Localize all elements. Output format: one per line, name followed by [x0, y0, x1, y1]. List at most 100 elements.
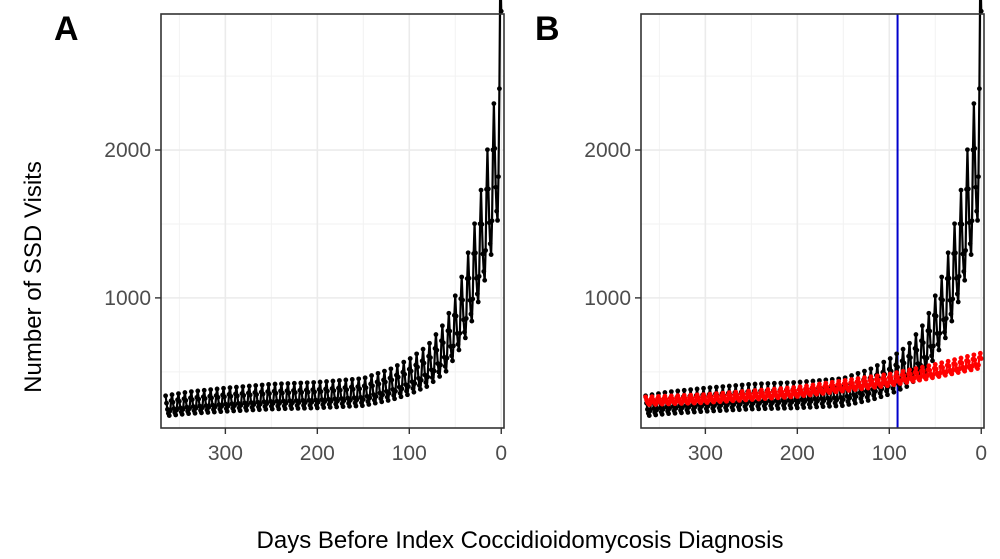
data-point	[930, 358, 935, 364]
data-point	[465, 250, 471, 256]
data-point	[946, 275, 952, 281]
data-point	[491, 101, 497, 106]
data-point	[370, 383, 375, 389]
data-point	[324, 379, 329, 384]
data-point	[254, 392, 260, 397]
data-point	[470, 296, 476, 302]
data-point	[933, 313, 939, 319]
data-point	[919, 323, 925, 329]
data-point	[846, 402, 852, 407]
data-point	[950, 368, 956, 374]
data-point	[900, 368, 906, 374]
data-point	[926, 363, 932, 369]
data-point	[282, 406, 288, 412]
data-point	[410, 386, 416, 391]
y-tick-label: 2000	[104, 139, 151, 162]
data-point	[969, 364, 975, 369]
data-point	[926, 310, 932, 316]
data-point	[945, 358, 951, 364]
data-point	[868, 366, 874, 372]
data-point	[401, 359, 407, 365]
data-point	[423, 380, 429, 385]
data-point	[250, 407, 256, 413]
data-point	[865, 398, 871, 403]
data-point	[264, 401, 270, 407]
data-point	[757, 394, 763, 400]
data-point	[955, 299, 961, 305]
data-point	[394, 363, 400, 368]
data-point	[380, 392, 386, 398]
data-point	[369, 373, 374, 378]
y-tick-label: 1000	[584, 287, 631, 310]
data-point	[881, 372, 887, 378]
data-point	[817, 378, 822, 383]
data-point	[879, 381, 885, 387]
data-point	[436, 369, 442, 375]
data-point	[246, 383, 252, 389]
data-point	[662, 390, 668, 395]
data-point	[965, 354, 970, 359]
data-point	[498, 8, 504, 14]
data-point	[827, 403, 832, 409]
data-point	[931, 372, 936, 378]
data-point	[443, 368, 449, 374]
data-point	[308, 405, 314, 411]
data-point	[199, 405, 205, 411]
data-point	[836, 378, 842, 384]
data-point	[927, 328, 933, 334]
data-point	[399, 386, 405, 392]
data-point	[705, 398, 711, 404]
data-point	[968, 252, 974, 258]
data-point	[884, 388, 889, 394]
data-point	[247, 392, 253, 398]
data-point	[341, 398, 347, 403]
data-point	[952, 221, 957, 227]
data-point	[730, 407, 736, 413]
data-point	[924, 373, 930, 379]
data-point	[878, 394, 884, 400]
data-point	[354, 397, 360, 403]
data-point	[444, 355, 450, 361]
data-point	[701, 385, 706, 391]
data-point	[737, 401, 743, 407]
data-point	[442, 363, 448, 369]
data-point	[366, 402, 372, 407]
data-point	[182, 390, 188, 395]
data-point	[334, 404, 340, 410]
data-point	[744, 395, 750, 401]
data-point	[897, 386, 903, 392]
data-point	[202, 396, 208, 401]
data-point	[958, 355, 964, 361]
data-point	[924, 355, 930, 361]
data-point	[828, 397, 833, 403]
data-point	[675, 388, 681, 394]
data-point	[672, 410, 678, 416]
data-point	[285, 381, 291, 386]
x-tick-label: 0	[495, 442, 507, 465]
data-point	[340, 404, 346, 410]
data-point	[804, 379, 809, 384]
data-point	[932, 362, 938, 367]
data-point	[398, 394, 404, 400]
data-point	[395, 374, 401, 380]
data-point	[685, 410, 691, 415]
data-point	[974, 208, 980, 214]
data-point	[933, 366, 939, 372]
data-point	[971, 352, 977, 358]
data-point	[821, 388, 827, 394]
data-point	[219, 403, 225, 409]
data-point	[887, 356, 893, 361]
data-point	[881, 359, 887, 365]
data-point	[357, 386, 363, 392]
data-point	[238, 402, 244, 408]
data-point	[853, 384, 859, 390]
data-point	[440, 340, 446, 346]
data-point	[430, 379, 436, 385]
data-point	[679, 405, 685, 411]
data-point	[961, 269, 967, 274]
data-point	[911, 375, 917, 381]
data-point	[842, 378, 848, 383]
data-point	[263, 406, 269, 412]
data-point	[853, 393, 859, 399]
data-point	[913, 332, 919, 337]
